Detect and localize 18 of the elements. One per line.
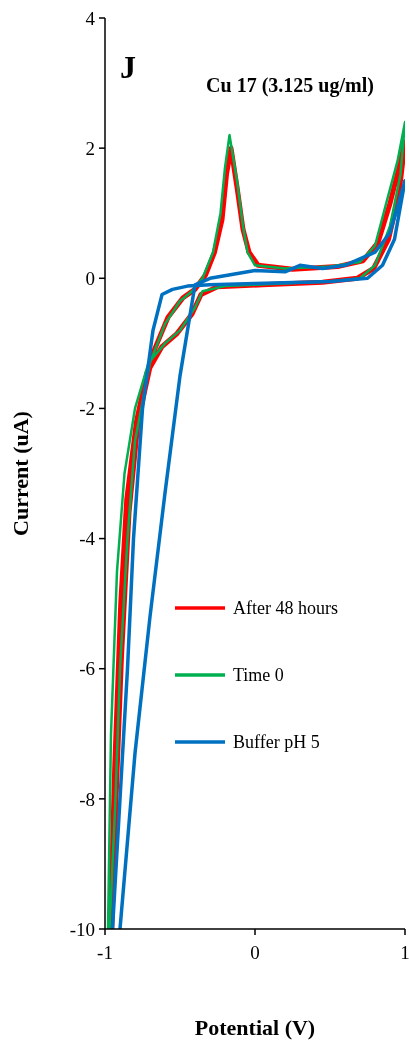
legend-label: After 48 hours <box>233 598 338 619</box>
y-tick-label: 2 <box>85 137 95 159</box>
text: Cu 17 (3.125 ug/ml) <box>206 74 374 97</box>
y-tick-label: -4 <box>79 528 96 550</box>
y-tick-label: 4 <box>85 7 96 29</box>
y-tick-label: -8 <box>79 788 95 810</box>
x-tick-label: -1 <box>97 942 113 963</box>
legend-label: Time 0 <box>233 665 284 686</box>
annotation: J <box>120 49 136 85</box>
y-tick-label: -6 <box>79 658 95 680</box>
y-axis-title: Current (uA) <box>8 411 33 536</box>
legend-label: Buffer pH 5 <box>233 732 320 753</box>
y-tick-label: -2 <box>79 398 95 420</box>
x-tick-label: 1 <box>400 942 409 963</box>
y-tick-label: 0 <box>85 267 95 289</box>
x-tick-label: 0 <box>250 942 260 963</box>
y-tick-label: -10 <box>69 918 95 940</box>
x-axis-title: Potential (V) <box>194 1015 316 1040</box>
